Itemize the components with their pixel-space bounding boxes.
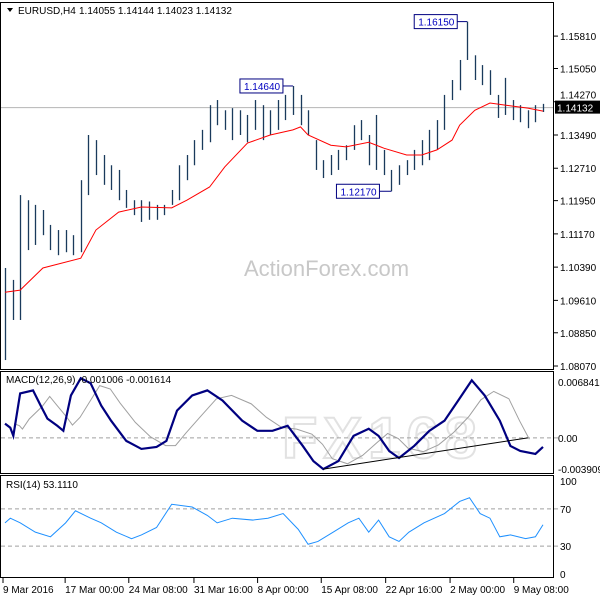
watermark: ActionForex.com: [244, 256, 409, 281]
price-tick-label: 1.13490: [560, 131, 597, 142]
time-tick-label: 9 May 08:00: [514, 585, 569, 596]
annotation-box: [239, 78, 284, 94]
price-tick-label: 1.15050: [560, 64, 597, 75]
rsi-tick-label: 30: [560, 542, 572, 553]
symbol-label: EURUSD,H4: [18, 6, 76, 17]
price-tick-label: 1.09610: [560, 296, 597, 307]
annotation-label: 1.14640: [244, 82, 281, 93]
time-tick-label: 8 Apr 00:00: [258, 585, 310, 596]
macd-tick-label: 0.00: [558, 434, 578, 445]
price-tick-label: 1.12710: [560, 164, 597, 175]
time-tick-label: 9 Mar 2016: [3, 585, 54, 596]
macd-panel-border: [0, 371, 554, 474]
price-panel: 1.15810 1.15050 1.14270 1.13490 1.12710 1.119…: [1, 14, 600, 373]
time-tick-label: 2 May 00:00: [450, 585, 505, 596]
annotation-label: 1.12170: [340, 187, 377, 198]
moving-average-line: [4, 102, 544, 293]
macd-title: MACD(12,26,9) -0.001006 -0.001614: [6, 375, 172, 386]
time-tick-label: 22 Apr 16:00: [386, 585, 443, 596]
price-tick-label: 1.10390: [560, 263, 597, 274]
price-panel-border: [0, 2, 554, 370]
current-price-label: 1.14132: [557, 104, 594, 115]
price-tick-label: 1.08070: [560, 362, 597, 373]
time-tick-label: 17 Mar 00:00: [65, 585, 124, 596]
rsi-panel-border: [0, 475, 554, 578]
price-tick-label: 1.15810: [560, 32, 597, 43]
macd-tick-label: 0.006841: [558, 378, 600, 389]
price-tick-label: 1.08850: [560, 329, 597, 340]
annotation-label: 1.16150: [418, 18, 455, 29]
price-tick-label: 1.11950: [560, 197, 596, 208]
rsi-tick-label: 70: [560, 505, 572, 516]
rsi-tick-label: 100: [560, 477, 577, 488]
annotation-box: [335, 183, 380, 199]
rsi-panel: 100 70 30 0: [1, 477, 577, 581]
ohlc-label: 1.14055 1.14144 1.14023 1.14132: [79, 6, 232, 17]
rsi-line: [4, 497, 544, 545]
annotation-box: [413, 14, 458, 30]
current-price-box: [555, 100, 600, 114]
macd-trendline: [323, 437, 528, 470]
time-tick-label: 24 Mar 08:00: [129, 585, 188, 596]
rsi-title: RSI(14) 53.1110: [6, 480, 78, 491]
price-tick-label: 1.14270: [560, 91, 597, 102]
rsi-tick-label: 0: [560, 570, 566, 581]
macd-tick-label: -0.003909: [558, 465, 600, 476]
macd-signal-line: [13, 385, 530, 465]
price-tick-label: 1.11170: [560, 230, 595, 241]
collapse-triangle-icon[interactable]: [7, 8, 13, 12]
macd-panel: 0.006841 0.00 -0.003909: [1, 376, 600, 476]
macd-line: [4, 376, 544, 471]
time-tick-label: 15 Apr 08:00: [321, 585, 378, 596]
time-tick-label: 31 Mar 16:00: [194, 585, 253, 596]
time-axis: 9 Mar 2016 17 Mar 00:00 24 Mar 08:00 31 Mar…: [2, 578, 569, 596]
